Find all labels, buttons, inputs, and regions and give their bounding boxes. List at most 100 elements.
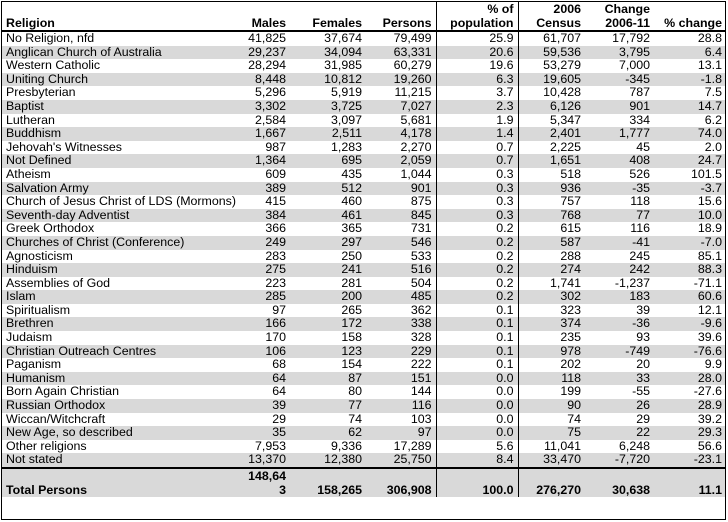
persons-cell: 11,215 [366, 86, 437, 100]
males-cell: 29 [272, 412, 286, 426]
table-row: Judaism 170 158 328 0.1 235 93 39.6 [2, 331, 726, 345]
persons-cell: 485 [366, 290, 437, 304]
pct-change-cell: 2.0 [704, 140, 722, 154]
pct-change-cell: 6.2 [704, 113, 722, 127]
census-2006-cell: 90 [518, 399, 585, 413]
total-row: Total Persons 148,643 158,265 306,908 10… [2, 467, 726, 497]
change-cell: 29 [636, 412, 650, 426]
religion-name: Not stated [2, 453, 242, 468]
change-cell: -36 [585, 317, 654, 332]
change-cell: 20 [636, 358, 650, 372]
census-2006-cell: 757 [560, 195, 581, 209]
males-cell: 29,237 [242, 45, 290, 60]
total-persons: 306,908 [366, 467, 437, 497]
change-cell: 22 [585, 426, 654, 440]
table-row: Baptist 3,302 3,725 7,027 2.3 6,126 901 14.7 [2, 99, 726, 114]
table-row: Agnosticism 283 250 533 0.2 288 245 85.1 [2, 249, 726, 264]
religion-name: Jehovah's Witnesses [6, 140, 122, 154]
change-cell: 7,000 [618, 59, 650, 73]
table-row: Not stated 13,370 12,380 25,750 8.4 33,470 -7,… [2, 453, 726, 468]
pct-change-cell: -71.1 [693, 276, 722, 290]
table-row: Spiritualism 97 265 362 0.1 323 39 12.1 [2, 303, 726, 318]
religion-name: New Age, so described [2, 426, 242, 440]
change-cell: 242 [585, 263, 654, 277]
pct-change-cell: -23.1 [654, 453, 726, 468]
females-cell: 74 [348, 412, 362, 426]
pct-population-cell: 0.2 [436, 263, 519, 277]
religion-name: Not Defined [2, 154, 242, 168]
table-row: Hinduism 275 241 516 0.2 274 242 88.3 [2, 263, 726, 277]
males-cell: 283 [265, 249, 286, 263]
change-cell: 33 [585, 371, 654, 386]
males-cell: 249 [242, 235, 290, 250]
religion-name: Buddhism [2, 127, 242, 141]
change-cell: 26 [585, 399, 654, 413]
females-cell: 12,380 [290, 453, 366, 468]
pct-population-cell: 0.0 [436, 399, 519, 413]
persons-cell: 17,289 [366, 439, 437, 454]
females-cell: 5,919 [330, 86, 362, 100]
change-cell: 118 [630, 195, 650, 209]
table-row: Assemblies of God 223 281 504 0.2 1,741 -1,237… [2, 276, 726, 291]
change-cell: 183 [585, 290, 654, 304]
change-cell: 6,248 [618, 439, 650, 453]
table-row: Church of Jesus Christ of LDS (Mormons) 4… [2, 195, 726, 209]
pct-population-cell: 0.3 [436, 181, 519, 196]
pct-change-cell: 28.9 [654, 399, 726, 413]
table-row: New Age, so described 35 62 97 0.0 75 22 29.3 [2, 426, 726, 440]
religion-name: Baptist [2, 99, 242, 114]
census-2006-cell: 202 [560, 358, 581, 372]
pct-change-cell: 28.0 [654, 371, 726, 386]
persons-cell: 901 [366, 181, 437, 196]
pct-change-cell: -3.7 [654, 181, 726, 196]
table-row: Buddhism 1,667 2,511 4,178 1.4 2,401 1,777 74.0 [2, 127, 726, 141]
total-females: 158,265 [290, 467, 366, 497]
males-cell: 366 [265, 222, 286, 236]
males-cell: 275 [242, 263, 290, 277]
col-header-females: Females [290, 2, 366, 32]
census-2006-cell: 302 [518, 290, 585, 304]
pct-population-cell: 0.0 [436, 385, 519, 400]
table-row: Islam 285 200 485 0.2 302 183 60.6 [2, 290, 726, 304]
religion-name: Greek Orthodox [6, 222, 95, 236]
change-cell: 526 [629, 167, 650, 181]
males-cell: 389 [242, 181, 290, 196]
pct-change-cell: 10.0 [654, 208, 726, 223]
change-cell: -345 [585, 72, 654, 87]
persons-cell: 229 [366, 344, 437, 359]
pct-population-cell: 1.4 [436, 127, 519, 141]
change-cell: 17,792 [612, 31, 650, 45]
change-cell: 3,795 [585, 45, 654, 60]
persons-cell: 731 [366, 222, 437, 236]
census-2006-cell: 936 [518, 181, 585, 196]
pct-population-cell: 0.2 [436, 222, 519, 236]
persons-cell: 5,681 [366, 113, 437, 128]
census-2006-cell: 19,605 [518, 72, 585, 87]
religion-name: Atheism [6, 167, 51, 181]
males-cell: 987 [265, 140, 286, 154]
pct-population-cell: 0.1 [436, 331, 519, 345]
religion-name: Churches of Christ (Conference) [2, 235, 242, 250]
change-cell: 77 [585, 208, 654, 223]
census-2006-cell: 235 [560, 331, 581, 345]
persons-cell: 328 [366, 331, 437, 345]
persons-cell: 222 [366, 358, 437, 372]
religion-name: Lutheran [6, 113, 55, 127]
pct-change-cell: 15.6 [697, 195, 722, 209]
census-2006-cell: 1,741 [549, 276, 581, 290]
females-cell: 123 [290, 344, 366, 359]
census-2006-cell: 1,651 [518, 154, 585, 168]
pct-population-cell: 0.2 [436, 249, 519, 264]
pct-change-cell: 24.7 [654, 154, 726, 168]
pct-population-cell: 8.4 [436, 453, 519, 468]
females-cell: 512 [290, 181, 366, 196]
persons-cell: 151 [366, 371, 437, 386]
table-row: Brethren 166 172 338 0.1 374 -36 -9.6 [2, 317, 726, 332]
header-row: Religion Males Females Persons % of popu… [2, 2, 726, 32]
religion-name: Russian Orthodox [2, 399, 242, 413]
table-row: Paganism 68 154 222 0.1 202 20 9.9 [2, 358, 726, 372]
males-cell: 415 [265, 195, 286, 209]
pct-population-cell: 6.3 [436, 72, 519, 87]
pct-change-cell: 13.1 [697, 59, 722, 73]
religion-name: Seventh-day Adventist [2, 208, 242, 223]
